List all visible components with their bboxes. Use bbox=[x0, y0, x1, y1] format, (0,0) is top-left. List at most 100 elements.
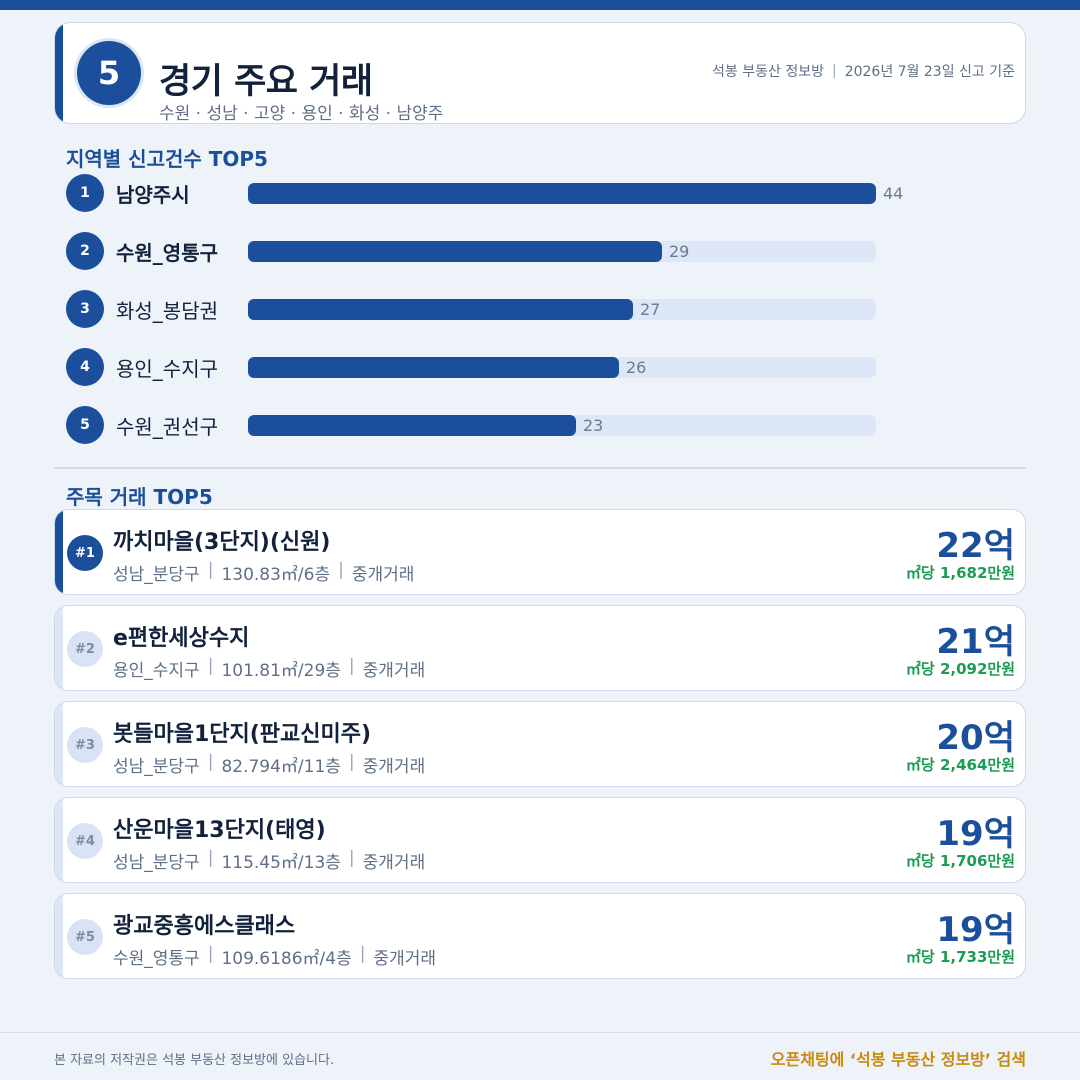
rank-badge: 2 bbox=[66, 232, 104, 270]
deal-rank-badge: #1 bbox=[67, 535, 103, 571]
deal-area-floor: 101.81㎡/29층 bbox=[221, 661, 341, 681]
deal-district: 성남_분당구 bbox=[113, 757, 200, 777]
deal-card[interactable]: #1 까치마을(3단지)(신원) 성남_분당구 | 130.83㎡/6층 | 중개거래 22억… bbox=[54, 509, 1026, 595]
deal-district: 용인_수지구 bbox=[113, 661, 200, 681]
deal-accent bbox=[55, 510, 63, 594]
bar-label: 수원_권선구 bbox=[116, 415, 218, 439]
deal-name: 봇들마을1단지(판교신미주) bbox=[113, 722, 372, 747]
bar-value-label: 27 bbox=[640, 300, 661, 319]
bar-track bbox=[248, 357, 876, 378]
deal-type: 중개거래 bbox=[351, 565, 415, 585]
deal-area-floor: 82.794㎡/11층 bbox=[221, 757, 341, 777]
bar-row: 1 남양주시 44 bbox=[66, 172, 926, 212]
regions-section-title: 지역별 신고건수 TOP5 bbox=[66, 147, 268, 171]
deal-accent bbox=[55, 702, 63, 786]
bar-row: 4 용인_수지구 26 bbox=[66, 346, 926, 386]
source-name: 석봉 부동산 정보방 bbox=[712, 64, 824, 80]
bar-row: 5 수원_권선구 23 bbox=[66, 404, 926, 444]
detail-separator: | bbox=[207, 752, 214, 772]
header-card: 5 경기 주요 거래 수원 · 성남 · 고양 · 용인 · 화성 · 남양주 … bbox=[54, 22, 1026, 124]
bar-fill bbox=[248, 357, 619, 378]
detail-separator: | bbox=[207, 560, 214, 580]
detail-separator: | bbox=[207, 944, 214, 964]
deal-district: 성남_분당구 bbox=[113, 565, 200, 585]
deal-name: 까치마을(3단지)(신원) bbox=[113, 530, 331, 555]
deal-type: 중개거래 bbox=[362, 853, 426, 873]
deal-name: e편한세상수지 bbox=[113, 626, 250, 651]
deal-price: 19억 bbox=[936, 910, 1015, 950]
bar-track bbox=[248, 415, 876, 436]
bar-track bbox=[248, 299, 876, 320]
bar-row: 2 수원_영통구 29 bbox=[66, 230, 926, 270]
bar-fill bbox=[248, 415, 576, 436]
deal-price-per-area: ㎡당 1,706만원 bbox=[905, 852, 1015, 870]
deal-price-per-area: ㎡당 1,733만원 bbox=[905, 948, 1015, 966]
meta-separator: | bbox=[831, 63, 837, 79]
detail-separator: | bbox=[348, 656, 355, 676]
detail-separator: | bbox=[359, 944, 366, 964]
deal-detail: 수원_영통구 | 109.6186㎡/4층 | 중개거래 bbox=[113, 944, 436, 969]
deal-area-floor: 130.83㎡/6층 bbox=[221, 565, 331, 585]
bar-value-label: 44 bbox=[883, 184, 904, 203]
deal-price: 19억 bbox=[936, 814, 1015, 854]
bar-fill bbox=[248, 299, 633, 320]
deals-section-title: 주목 거래 TOP5 bbox=[66, 485, 213, 509]
bar-row: 3 화성_봉담권 27 bbox=[66, 288, 926, 328]
detail-separator: | bbox=[348, 752, 355, 772]
deal-detail: 성남_분당구 | 82.794㎡/11층 | 중개거래 bbox=[113, 752, 425, 777]
deal-rank-badge: #4 bbox=[67, 823, 103, 859]
bar-fill bbox=[248, 241, 662, 262]
rank-badge: 1 bbox=[66, 174, 104, 212]
bar-track bbox=[248, 241, 876, 262]
deal-type: 중개거래 bbox=[362, 661, 426, 681]
deal-price: 21억 bbox=[936, 622, 1015, 662]
deal-district: 수원_영통구 bbox=[113, 949, 200, 969]
deal-detail: 용인_수지구 | 101.81㎡/29층 | 중개거래 bbox=[113, 656, 425, 681]
deal-name: 광교중흥에스클래스 bbox=[113, 914, 296, 939]
deal-accent bbox=[55, 894, 63, 978]
rank-badge: 4 bbox=[66, 348, 104, 386]
bar-label: 남양주시 bbox=[116, 183, 190, 207]
detail-separator: | bbox=[207, 848, 214, 868]
deal-card[interactable]: #3 봇들마을1단지(판교신미주) 성남_분당구 | 82.794㎡/11층 | 중개거래 2… bbox=[54, 701, 1026, 787]
page-subtitle: 수원 · 성남 · 고양 · 용인 · 화성 · 남양주 bbox=[159, 104, 444, 124]
section-number-badge: 5 bbox=[77, 41, 141, 105]
rank-badge: 3 bbox=[66, 290, 104, 328]
deal-type: 중개거래 bbox=[373, 949, 437, 969]
deal-card[interactable]: #4 산운마을13단지(태영) 성남_분당구 | 115.45㎡/13층 | 중개거래 19억… bbox=[54, 797, 1026, 883]
bar-track bbox=[248, 183, 876, 204]
report-date: 2026년 7월 23일 신고 기준 bbox=[844, 64, 1015, 80]
bar-label: 수원_영통구 bbox=[116, 241, 218, 265]
bar-label: 화성_봉담권 bbox=[116, 299, 218, 323]
section-divider bbox=[54, 467, 1026, 469]
deal-detail: 성남_분당구 | 115.45㎡/13층 | 중개거래 bbox=[113, 848, 425, 873]
deal-type: 중개거래 bbox=[362, 757, 426, 777]
header-accent bbox=[55, 23, 63, 123]
deal-area-floor: 109.6186㎡/4층 bbox=[221, 949, 352, 969]
rank-badge: 5 bbox=[66, 406, 104, 444]
deal-district: 성남_분당구 bbox=[113, 853, 200, 873]
deal-price-per-area: ㎡당 2,092만원 bbox=[905, 660, 1015, 678]
bar-value-label: 29 bbox=[669, 242, 690, 261]
deal-price: 20억 bbox=[936, 718, 1015, 758]
bar-value-label: 23 bbox=[583, 416, 604, 435]
deal-rank-badge: #5 bbox=[67, 919, 103, 955]
header-meta: 석봉 부동산 정보방 | 2026년 7월 23일 신고 기준 bbox=[712, 61, 1015, 81]
bar-value-label: 26 bbox=[626, 358, 647, 377]
detail-separator: | bbox=[207, 656, 214, 676]
deal-detail: 성남_분당구 | 130.83㎡/6층 | 중개거래 bbox=[113, 560, 414, 585]
deal-rank-badge: #2 bbox=[67, 631, 103, 667]
deal-accent bbox=[55, 606, 63, 690]
footer-copyright: 본 자료의 저작권은 석봉 부동산 정보방에 있습니다. bbox=[54, 1053, 335, 1068]
detail-separator: | bbox=[338, 560, 344, 580]
deal-price-per-area: ㎡당 2,464만원 bbox=[905, 756, 1015, 774]
bar-fill bbox=[248, 183, 876, 204]
deal-name: 산운마을13단지(태영) bbox=[113, 818, 326, 843]
footer-cta: 오픈채팅에 ‘석봉 부동산 정보방’ 검색 bbox=[770, 1050, 1026, 1069]
page-title: 경기 주요 거래 bbox=[159, 62, 373, 102]
deal-price: 22억 bbox=[936, 526, 1015, 566]
footer-divider bbox=[0, 1032, 1080, 1033]
top-accent-bar bbox=[0, 0, 1080, 10]
